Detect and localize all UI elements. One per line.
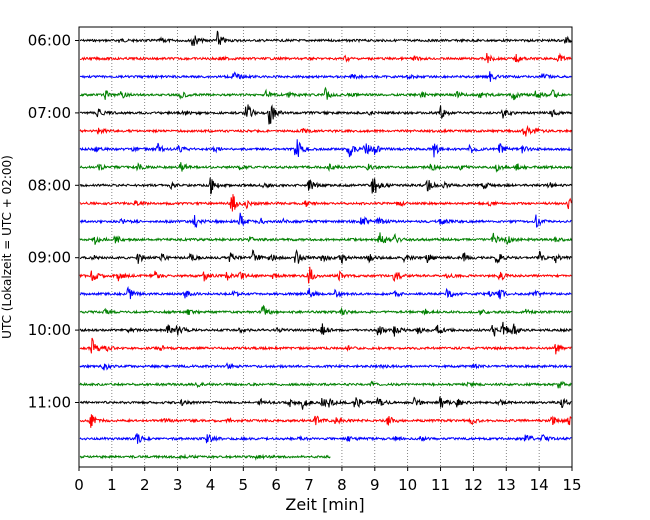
- trace-1115: [79, 414, 572, 428]
- x-tick-label-7: 7: [304, 476, 314, 494]
- x-tick-label-5: 5: [239, 476, 249, 494]
- trace-1130: [79, 433, 572, 444]
- x-tick-label-13: 13: [497, 476, 516, 494]
- y-tick-label-06:00: 06:00: [28, 32, 71, 50]
- trace-0900: [79, 249, 572, 264]
- trace-0830: [79, 212, 572, 228]
- x-tick-label-9: 9: [370, 476, 380, 494]
- y-tick-label-07:00: 07:00: [28, 104, 71, 122]
- x-tick-label-12: 12: [464, 476, 483, 494]
- trace-0715: [79, 124, 572, 137]
- x-tick-label-15: 15: [562, 476, 581, 494]
- x-tick-label-1: 1: [107, 476, 117, 494]
- x-tick-label-0: 0: [74, 476, 84, 494]
- trace-1145: [79, 453, 331, 461]
- trace-0630: [79, 71, 572, 82]
- trace-1030: [79, 362, 572, 371]
- y-tick-label-10:00: 10:00: [28, 321, 71, 339]
- x-tick-label-10: 10: [398, 476, 417, 494]
- plot-frame: [78, 26, 573, 468]
- x-tick-label-8: 8: [337, 476, 347, 494]
- trace-1015: [79, 337, 572, 355]
- trace-0730: [79, 139, 572, 158]
- trace-group: [79, 30, 572, 461]
- trace-0800: [79, 177, 572, 195]
- y-tick-label-08:00: 08:00: [28, 176, 71, 194]
- trace-0615: [79, 52, 572, 64]
- vertical-grid: [111, 27, 540, 467]
- trace-0845: [79, 232, 572, 246]
- x-tick-label-3: 3: [173, 476, 183, 494]
- trace-0745: [79, 162, 572, 173]
- trace-0815: [79, 194, 572, 212]
- trace-0945: [79, 304, 572, 316]
- trace-0915: [79, 266, 572, 284]
- trace-0930: [79, 286, 572, 300]
- y-tick-label-09:00: 09:00: [28, 249, 71, 267]
- y-axis-ticks: 06:00 07:00 08:00 09:00 10:00 11:00: [28, 32, 79, 412]
- x-tick-label-2: 2: [140, 476, 150, 494]
- trace-0645: [79, 86, 572, 101]
- trace-0600: [79, 30, 572, 47]
- x-tick-label-14: 14: [530, 476, 549, 494]
- x-tick-label-4: 4: [206, 476, 216, 494]
- trace-1100: [79, 396, 572, 410]
- x-tick-label-6: 6: [271, 476, 281, 494]
- x-tick-label-11: 11: [431, 476, 450, 494]
- trace-0700: [79, 104, 572, 125]
- y-axis-label: UTC (Lokalzeit = UTC + 02:00): [0, 155, 14, 339]
- trace-1000: [79, 321, 572, 337]
- y-tick-label-11:00: 11:00: [28, 394, 71, 412]
- x-axis-ticks: 0 1 2 3 4 5 6 7 8 9 10 11 12 13 14 15: [74, 467, 582, 494]
- x-axis-label: Zeit [min]: [285, 495, 364, 514]
- trace-1045: [79, 380, 572, 389]
